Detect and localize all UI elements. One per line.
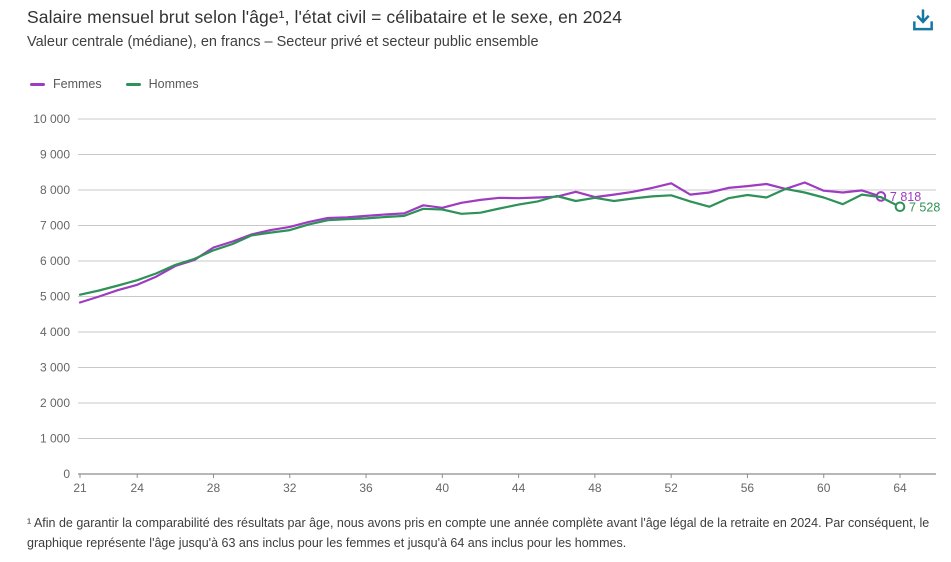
legend-label-femmes: Femmes (53, 77, 102, 91)
femmes-line[interactable] (78, 181, 883, 304)
x-tick-label: 56 (741, 481, 755, 495)
download-icon (913, 9, 933, 31)
x-tick-label: 36 (359, 481, 373, 495)
hommes-end-value-label: 7 528 (909, 200, 940, 214)
hommes-line-swatch-icon (125, 82, 141, 86)
y-tick-label: 5 000 (40, 290, 70, 304)
femmes-line-swatch-icon (30, 82, 45, 86)
x-tick-label: 44 (512, 481, 526, 495)
x-tick-label: 28 (207, 481, 221, 495)
legend-label-hommes: Hommes (148, 77, 199, 91)
legend-item-femmes: Femmes (30, 77, 102, 91)
page-title: Salaire mensuel brut selon l'âge¹, l'éta… (27, 7, 623, 27)
y-tick-label: 3 000 (40, 361, 70, 375)
y-tick-label: 2 000 (40, 396, 70, 410)
x-tick-label: 40 (436, 481, 450, 495)
x-tick-label: 24 (131, 481, 145, 495)
download-button[interactable] (908, 6, 938, 36)
y-tick-label: 4 000 (40, 325, 70, 339)
y-tick-label: 10 000 (33, 112, 70, 126)
y-tick-label: 6 000 (40, 254, 70, 268)
femmes-end-value-label: 7 818 (890, 190, 921, 204)
x-tick-label: 48 (588, 481, 602, 495)
page-subtitle: Valeur centrale (médiane), en francs – S… (27, 34, 539, 50)
chart-legend: Femmes Hommes (30, 77, 199, 91)
y-tick-label: 1 000 (40, 432, 70, 446)
y-tick-label: 0 (63, 467, 70, 481)
hommes-end-marker[interactable] (894, 201, 906, 213)
hommes-line[interactable] (78, 187, 902, 296)
footnote: ¹ Afin de garantir la comparabilité des … (27, 516, 930, 550)
x-tick-label: 21 (73, 481, 87, 495)
y-tick-label: 8 000 (40, 183, 70, 197)
x-tick-label: 52 (664, 481, 678, 495)
y-tick-label: 9 000 (40, 148, 70, 162)
x-tick-label: 64 (893, 481, 907, 495)
y-tick-label: 7 000 (40, 219, 70, 233)
x-tick-label: 60 (817, 481, 831, 495)
legend-item-hommes: Hommes (125, 77, 199, 91)
x-tick-label: 32 (283, 481, 297, 495)
